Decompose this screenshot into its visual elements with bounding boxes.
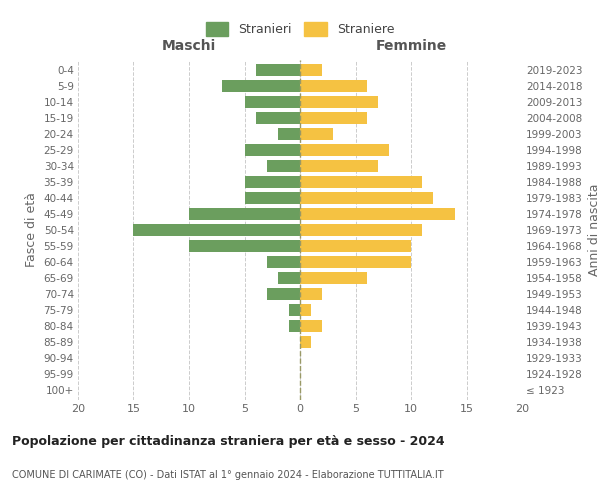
Bar [189,208,300,220]
Bar [245,176,300,188]
Bar [289,304,300,316]
Bar [300,224,422,236]
Bar [300,128,334,140]
Bar [300,240,411,252]
Bar [300,256,411,268]
Bar [256,112,300,124]
Bar [266,256,300,268]
Legend: Stranieri, Straniere: Stranieri, Straniere [206,22,394,36]
Text: COMUNE DI CARIMATE (CO) - Dati ISTAT al 1° gennaio 2024 - Elaborazione TUTTITALI: COMUNE DI CARIMATE (CO) - Dati ISTAT al … [12,470,443,480]
Bar [300,96,378,108]
Bar [300,160,378,172]
Y-axis label: Fasce di età: Fasce di età [25,192,38,268]
Bar [278,272,300,284]
Bar [278,128,300,140]
Bar [300,112,367,124]
Bar [289,320,300,332]
Text: Popolazione per cittadinanza straniera per età e sesso - 2024: Popolazione per cittadinanza straniera p… [12,435,445,448]
Bar [189,240,300,252]
Bar [266,160,300,172]
Bar [245,192,300,204]
Bar [300,192,433,204]
Bar [133,224,300,236]
Bar [300,304,311,316]
Bar [222,80,300,92]
Bar [300,208,455,220]
Bar [300,336,311,348]
Bar [300,64,322,76]
Bar [300,320,322,332]
Bar [245,96,300,108]
Bar [300,288,322,300]
Bar [256,64,300,76]
Y-axis label: Anni di nascita: Anni di nascita [589,184,600,276]
Bar [300,80,367,92]
Text: Femmine: Femmine [376,39,446,53]
Bar [300,144,389,156]
Bar [266,288,300,300]
Bar [300,272,367,284]
Text: Maschi: Maschi [162,39,216,53]
Bar [245,144,300,156]
Bar [300,176,422,188]
